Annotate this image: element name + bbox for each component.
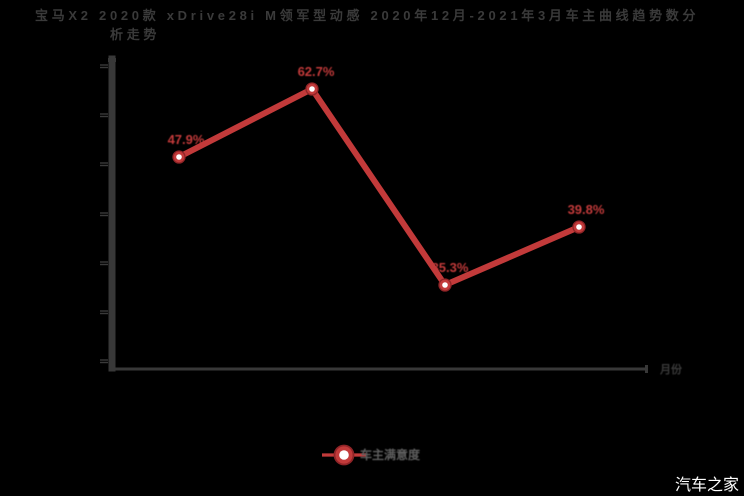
svg-text:月份: 月份 xyxy=(659,362,683,376)
svg-text:39.8%: 39.8% xyxy=(568,202,605,217)
svg-text:车主满意度: 车主满意度 xyxy=(360,447,421,462)
svg-text:62.7%: 62.7% xyxy=(298,64,335,79)
svg-text:47.9%: 47.9% xyxy=(168,132,205,147)
svg-text:汽车之家: 汽车之家 xyxy=(675,476,739,494)
svg-text:35.3%: 35.3% xyxy=(432,260,469,275)
